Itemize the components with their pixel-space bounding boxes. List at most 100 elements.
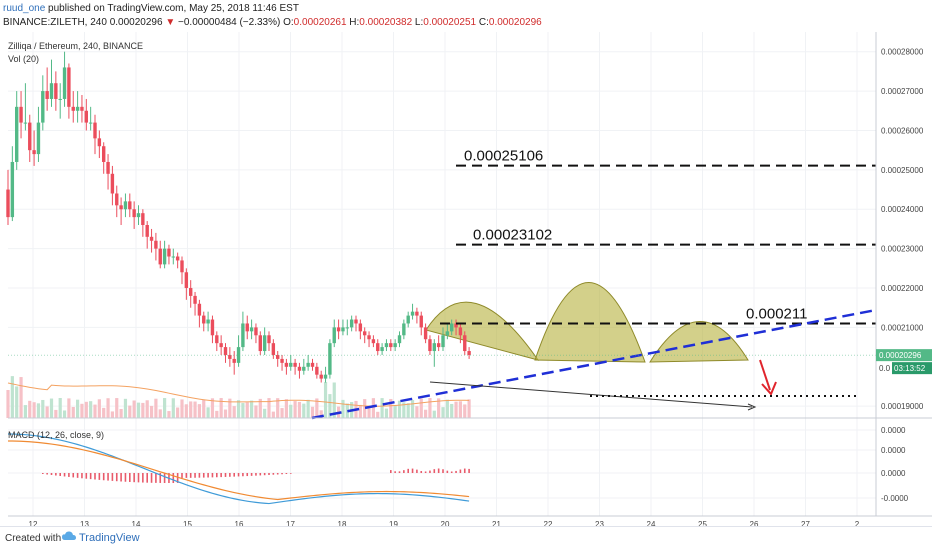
volume-bar [210,398,215,418]
volume-bar [328,394,332,418]
candle-body [389,343,393,348]
tradingview-logo[interactable]: TradingView [62,531,140,544]
countdown-tag-text: 03:13:52 [894,364,926,373]
close-label: C: [478,17,489,28]
candle-body [241,323,245,348]
volume-bar [15,386,19,418]
time-tick-label: 25 [698,520,707,526]
volume-bar [28,400,32,418]
candle-body [145,225,149,237]
candle-body [93,122,97,139]
volume-bar [71,406,75,418]
volume-bar [323,382,328,418]
price-tick-label: 0.00023000 [881,245,924,254]
candles [6,51,471,383]
left-shoulder [425,301,540,361]
author-link[interactable]: ruud_one [3,3,46,14]
header-line-2: BINANCE:ZILETH, 240 0.00020296 ▼ −0.0000… [3,17,542,28]
time-tick-label: 20 [441,520,450,526]
volume-bar [219,398,223,418]
volume-bar [276,398,280,418]
volume-bar [58,398,62,418]
volume-bar [419,398,423,418]
grid-lines [8,32,876,516]
candle-body [258,335,262,352]
volume-bar [119,408,123,418]
candle-body [62,67,67,99]
target-arrowhead [761,381,777,396]
price-tick-label: 0.00028000 [881,48,924,57]
volume-bar [363,399,367,418]
volume-bar [67,398,71,418]
candle-body [454,323,458,328]
candle-body [297,366,302,371]
target-arrow-shaft [759,359,771,391]
published-text: published on TradingView.com, May 25, 20… [48,3,299,14]
head [534,282,646,363]
volume-bar [271,411,275,418]
candle-body [402,323,406,336]
volume-bar [306,399,310,418]
low-label: L: [414,17,424,28]
macd-tick-label: 0.0000 [881,426,906,435]
candle-body [158,248,162,265]
candle-body [463,335,467,352]
candle-body [276,354,280,359]
candle-body [310,362,315,367]
volume-bar [310,406,315,418]
candle-body [371,339,376,344]
volume-bar [367,408,371,418]
candle-body [110,173,115,194]
candle-body [245,323,249,332]
candle-body [75,106,80,111]
volume-bar [145,400,149,418]
candle-body [215,335,219,344]
countdown-tag [892,362,932,375]
volume-bar [371,398,375,418]
open-label: O: [283,17,294,28]
candle-body [54,83,58,99]
candle-body [428,339,432,352]
volume-bar [319,410,323,418]
candle-body [84,110,88,123]
volume-bar [6,390,10,418]
volume-bar [280,408,284,418]
time-tick-label: 21 [492,520,501,526]
candle-body [336,327,341,332]
candle-body [363,331,367,336]
candle-body [6,189,10,218]
time-tick-label: 24 [647,520,656,526]
last-price-tag [876,349,932,362]
volume-bar [102,407,106,418]
candle-body [19,106,23,123]
volume-bar [241,403,245,418]
candle-body [132,209,136,218]
volume-bar [341,399,345,418]
candle-body [49,83,54,99]
candle-body [106,161,110,174]
volume-bar [110,411,114,418]
candle-body [254,327,258,336]
candle-body [406,315,410,324]
candle-body [358,323,363,332]
volume-bar [132,400,136,418]
volume-bar [123,398,128,418]
volume-bar [236,400,241,418]
down-arrow-icon: ▼ [165,17,176,28]
volume-bar [454,401,458,418]
volume-bar [206,407,210,418]
candle-body [41,91,45,123]
candle-body [345,327,349,329]
candle-body [45,91,49,99]
volume-bar [167,411,171,418]
high-label: H: [349,17,360,28]
candle-body [197,303,202,316]
volume-bar [176,407,180,418]
time-tick-label: 26 [750,520,759,526]
candle-body [423,327,428,340]
right-shoulder [649,321,749,363]
candle-body [189,288,193,296]
volume-bar [36,403,41,418]
volume-bar [284,399,288,418]
